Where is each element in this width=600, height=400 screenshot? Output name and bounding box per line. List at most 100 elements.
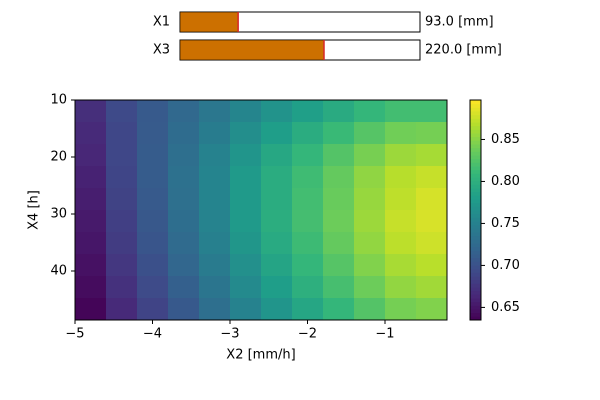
heatmap-cell [106, 254, 138, 277]
heatmap-cell [323, 210, 355, 233]
heatmap-cell [75, 100, 107, 123]
heatmap-cell [354, 254, 386, 277]
heatmap-cell [137, 144, 169, 167]
slider-fill[interactable] [179, 39, 325, 61]
heatmap-cell [354, 144, 386, 167]
heatmap-cell [199, 144, 231, 167]
heatmap-cell [137, 188, 169, 211]
heatmap-cell [230, 210, 262, 233]
heatmap-cell [261, 210, 293, 233]
heatmap-cell [416, 298, 448, 321]
heatmap-cell [230, 100, 262, 123]
heatmap-cell [199, 210, 231, 233]
heatmap-cell [168, 254, 200, 277]
heatmap-cell [106, 232, 138, 255]
colorbar-tick-label: 0.80 [491, 174, 520, 189]
heatmap-cell [106, 166, 138, 189]
heatmap-cell [292, 298, 324, 321]
heatmap-cell [168, 210, 200, 233]
heatmap-cell [416, 100, 448, 123]
heatmap-cell [385, 254, 417, 277]
heatmap-cell [416, 232, 448, 255]
heatmap-cell [230, 298, 262, 321]
x-tick-label: −1 [375, 327, 394, 342]
colorbar-tick-label: 0.65 [491, 300, 520, 315]
heatmap-cell [385, 122, 417, 145]
heatmap-cell [75, 276, 107, 299]
heatmap-cell [292, 100, 324, 123]
heatmap-cell [137, 232, 169, 255]
heatmap-cell [106, 276, 138, 299]
heatmap-cell [168, 166, 200, 189]
heatmap-cell [385, 210, 417, 233]
heatmap-cell [199, 232, 231, 255]
y-tick-label: 40 [50, 263, 67, 278]
heatmap-cell [230, 166, 262, 189]
plot-frame [74, 99, 448, 321]
heatmap-cell [199, 166, 231, 189]
heatmap-cell [168, 100, 200, 123]
heatmap-cell [416, 188, 448, 211]
heatmap-cell [106, 298, 138, 321]
slider-value: 93.0 [mm] [425, 15, 494, 30]
heatmap-cell [230, 188, 262, 211]
heatmap-cell [137, 122, 169, 145]
heatmap-cell [106, 188, 138, 211]
heatmap-cell [354, 188, 386, 211]
slider-value: 220.0 [mm] [425, 43, 502, 58]
heatmap-cell [137, 210, 169, 233]
heatmap-cell [137, 254, 169, 277]
heatmap-cell [75, 210, 107, 233]
heatmap-cell [168, 276, 200, 299]
heatmap-cell [292, 210, 324, 233]
x-tick-label: −3 [220, 327, 239, 342]
y-tick-label: 20 [50, 149, 67, 164]
heatmap-cell [75, 254, 107, 277]
heatmap-cell [292, 276, 324, 299]
heatmap-cell [416, 144, 448, 167]
heatmap-cell [106, 122, 138, 145]
heatmap-cell [199, 188, 231, 211]
heatmap-cell [230, 254, 262, 277]
heatmap-cell [168, 232, 200, 255]
heatmap-cell [323, 122, 355, 145]
heatmap-cell [416, 210, 448, 233]
heatmap-cell [261, 166, 293, 189]
heatmap-cell [416, 254, 448, 277]
heatmap-cell [323, 276, 355, 299]
heatmap-cell [168, 122, 200, 145]
colorbar-tick-label: 0.75 [491, 216, 520, 231]
heatmap-cell [354, 232, 386, 255]
heatmap-cell [354, 100, 386, 123]
heatmap-cell [75, 166, 107, 189]
colorbar-tick-label: 0.85 [491, 132, 520, 147]
heatmap-cell [75, 122, 107, 145]
heatmap-cell [323, 298, 355, 321]
heatmap-cell [230, 122, 262, 145]
heatmap-cell [385, 166, 417, 189]
heatmap-cell [292, 232, 324, 255]
heatmap-cell [75, 188, 107, 211]
heatmap-cell [137, 100, 169, 123]
heatmap-cell [199, 298, 231, 321]
heatmap-cell [354, 122, 386, 145]
heatmap-cell [261, 276, 293, 299]
y-tick-label: 30 [50, 206, 67, 221]
heatmap-cell [137, 298, 169, 321]
slider-fill[interactable] [179, 11, 239, 33]
heatmap-cell [385, 188, 417, 211]
heatmap-cell [261, 254, 293, 277]
heatmap-cell [261, 298, 293, 321]
x-tick-label: −2 [298, 327, 317, 342]
heatmap-cell [354, 166, 386, 189]
heatmap-cell [106, 100, 138, 123]
heatmap-cell [292, 144, 324, 167]
heatmap-cell [416, 166, 448, 189]
colorbar [470, 100, 481, 321]
heatmap-cell [385, 298, 417, 321]
heatmap-cell [385, 100, 417, 123]
heatmap-cell [199, 254, 231, 277]
heatmap-cell [354, 210, 386, 233]
heatmap-cell [168, 144, 200, 167]
heatmap-cell [323, 166, 355, 189]
